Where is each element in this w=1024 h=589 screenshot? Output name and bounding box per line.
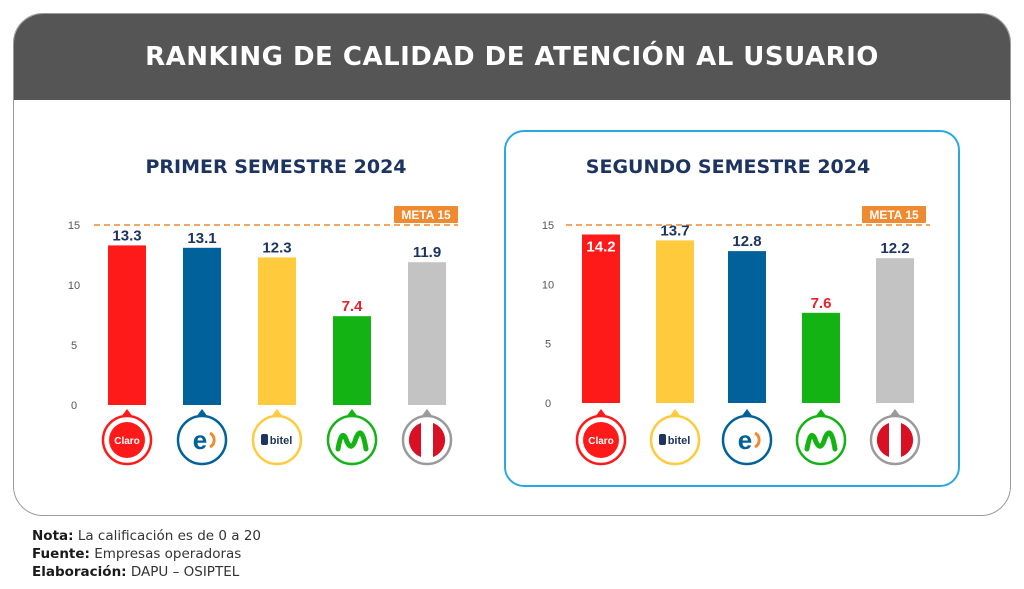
svg-text:Claro: Claro	[588, 436, 614, 447]
bar-claro	[582, 234, 620, 403]
data-label: 13.3	[112, 227, 141, 244]
movistar-logo-icon	[795, 409, 847, 466]
bitel-logo-icon: bitel	[649, 409, 701, 466]
bar-entel	[183, 247, 221, 405]
svg-text:e: e	[193, 425, 207, 455]
y-tick-label: 5	[545, 339, 551, 351]
bar-bitel	[258, 257, 296, 405]
page-title: RANKING DE CALIDAD DE ATENCIÓN AL USUARI…	[145, 42, 879, 72]
meta-tag: META 15	[862, 206, 926, 223]
data-label: 11.9	[413, 244, 441, 261]
chart-title-1: PRIMER SEMESTRE 2024	[145, 156, 407, 178]
svg-text:bitel: bitel	[270, 435, 293, 447]
chart-1: 0 5 10 15 META 15 13.3 Claro 13.1 e 12.3 bitel 7.4 1…	[68, 206, 458, 466]
data-label: 12.3	[262, 239, 291, 256]
data-label: 12.2	[880, 240, 909, 257]
y-tick-label: 10	[68, 280, 80, 292]
header-bar: RANKING DE CALIDAD DE ATENCIÓN AL USUARI…	[14, 14, 1010, 100]
data-label: 7.4	[342, 298, 364, 315]
data-label: 12.8	[732, 233, 761, 250]
bar-movistar	[802, 312, 840, 403]
data-label: 13.1	[187, 230, 216, 247]
svg-text:bitel: bitel	[668, 435, 691, 447]
note-line: Nota: La calificación es de 0 a 20	[32, 528, 262, 544]
y-tick-label: 15	[68, 220, 80, 232]
y-tick-label: 0	[71, 400, 77, 412]
y-tick-label: 0	[545, 398, 551, 410]
claro-logo-icon: Claro	[101, 409, 153, 466]
bitel-logo-icon: bitel	[251, 409, 303, 466]
meta-tag-label: META 15	[401, 208, 451, 222]
y-tick-label: 10	[542, 279, 554, 291]
source-line: Fuente: Empresas operadoras	[32, 546, 242, 562]
entel-logo-icon: e	[176, 409, 228, 466]
peru-flag-icon	[401, 409, 453, 466]
claro-logo-icon: Claro	[575, 409, 627, 466]
credit-line: Elaboración: DAPU – OSIPTEL	[32, 564, 240, 580]
notes: Nota: La calificación es de 0 a 20 Fuent…	[32, 527, 261, 581]
data-label: 14.2	[586, 238, 615, 255]
meta-tag: META 15	[394, 206, 458, 223]
svg-text:e: e	[738, 425, 752, 455]
bar-bitel	[656, 240, 694, 403]
chart-title-2: SEGUNDO SEMESTRE 2024	[585, 156, 871, 178]
bar-movistar	[333, 316, 371, 405]
peru-flag-icon	[869, 409, 921, 466]
bar-entel	[728, 251, 766, 403]
bar-claro	[108, 245, 146, 405]
svg-text:Claro: Claro	[114, 436, 140, 447]
movistar-logo-icon	[326, 409, 378, 466]
y-tick-label: 15	[542, 220, 554, 232]
y-tick-label: 5	[71, 340, 77, 352]
bar-promedio	[876, 258, 914, 403]
data-label: 7.6	[811, 295, 832, 312]
bar-promedio	[408, 262, 446, 405]
data-label: 13.7	[660, 222, 689, 239]
meta-tag-label: META 15	[869, 208, 919, 222]
highlight-box	[504, 130, 960, 487]
chart-2: 0 5 10 15 META 15 14.2 Claro 13.7 bitel 12.8 e 7.6 1…	[542, 206, 930, 466]
entel-logo-icon: e	[721, 409, 773, 466]
